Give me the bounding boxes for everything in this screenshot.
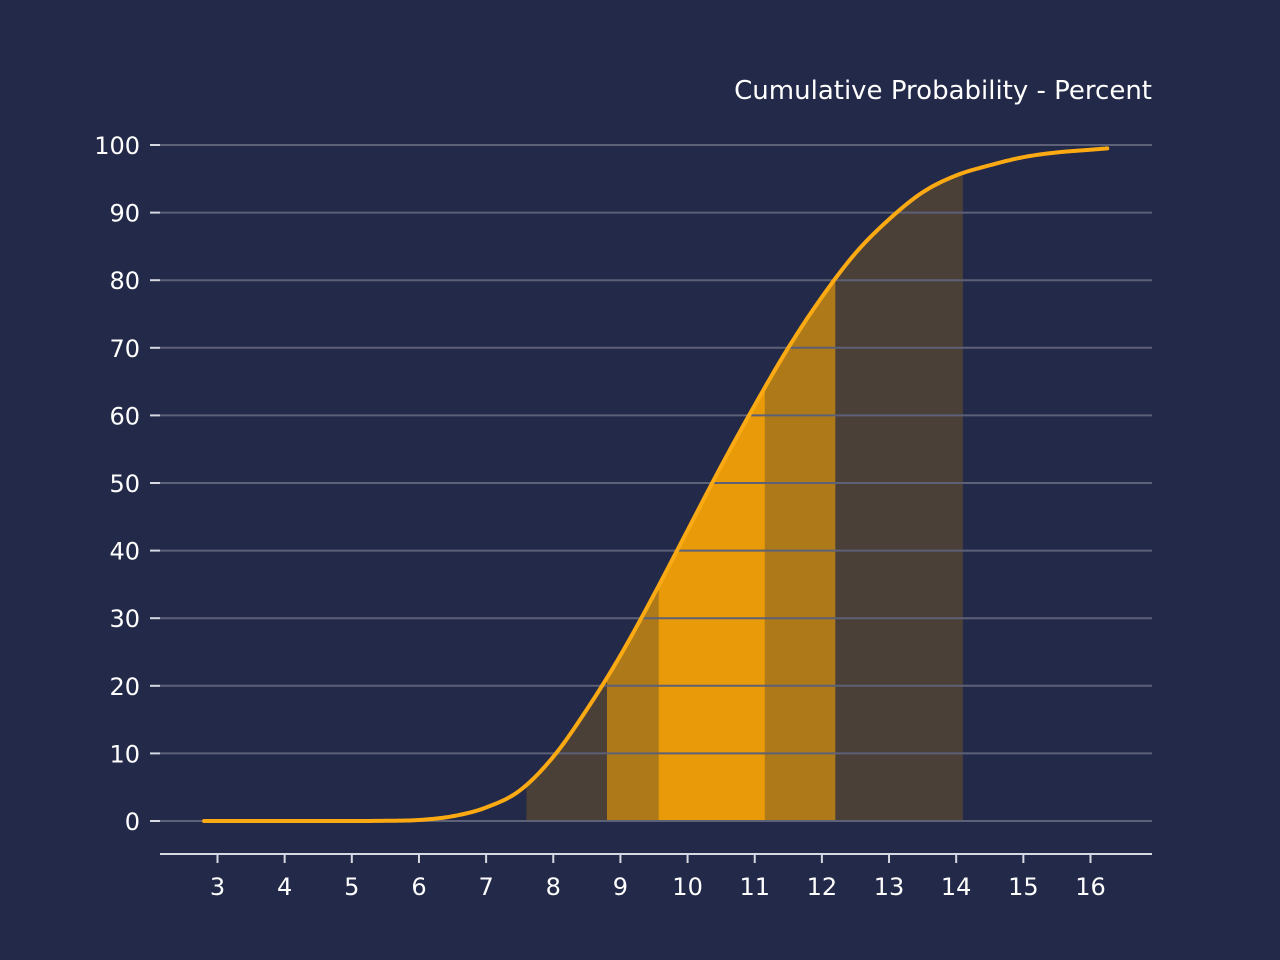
- y-tick-label: 20: [109, 673, 140, 701]
- x-tick-label: 8: [546, 873, 561, 901]
- band-inner: [658, 387, 765, 821]
- y-tick-label: 60: [109, 402, 140, 430]
- axes: 3 4 5 6 7 8 9 10 11 12 13 14 15 16 0 10 20 30 40 50 60 70 80 90…: [94, 132, 1152, 901]
- y-tick-label: 40: [109, 538, 140, 566]
- y-tick-label: 80: [109, 267, 140, 295]
- x-tick-label: 13: [874, 873, 905, 901]
- x-tick-label: 11: [739, 873, 770, 901]
- x-tick-label: 7: [478, 873, 493, 901]
- y-tick-label: 100: [94, 132, 140, 160]
- x-tick-label: 6: [411, 873, 426, 901]
- x-tick-label: 10: [672, 873, 703, 901]
- cdf-curve-layer: [202, 146, 1110, 823]
- x-tick-label: 16: [1075, 873, 1106, 901]
- y-tick-label: 70: [109, 335, 140, 363]
- y-tick-label: 10: [109, 740, 140, 768]
- y-tick-label: 90: [109, 200, 140, 228]
- x-tick-label: 15: [1008, 873, 1039, 901]
- y-tick-label: 50: [109, 470, 140, 498]
- y-gridlines: [160, 144, 1152, 822]
- x-tick-label: 5: [344, 873, 359, 901]
- y-tick-label: 30: [109, 605, 140, 633]
- x-tick-label: 3: [210, 873, 225, 901]
- x-tick-label: 14: [941, 873, 972, 901]
- cdf-curve: [202, 146, 1110, 823]
- x-tick-label: 12: [807, 873, 838, 901]
- x-tick-label: 9: [613, 873, 628, 901]
- y-tick-label: 0: [125, 808, 140, 836]
- chart-title: Cumulative Probability - Percent: [734, 76, 1152, 106]
- x-tick-label: 4: [277, 873, 292, 901]
